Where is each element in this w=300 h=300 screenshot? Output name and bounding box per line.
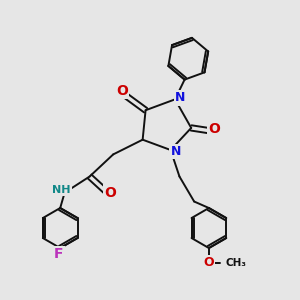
- Text: N: N: [175, 92, 185, 104]
- Text: O: O: [104, 186, 116, 200]
- Text: O: O: [116, 83, 128, 98]
- Text: F: F: [54, 247, 64, 261]
- Text: CH₃: CH₃: [225, 258, 246, 268]
- Text: N: N: [171, 145, 181, 158]
- Text: O: O: [203, 256, 214, 269]
- Text: NH: NH: [52, 185, 71, 195]
- Text: O: O: [208, 122, 220, 136]
